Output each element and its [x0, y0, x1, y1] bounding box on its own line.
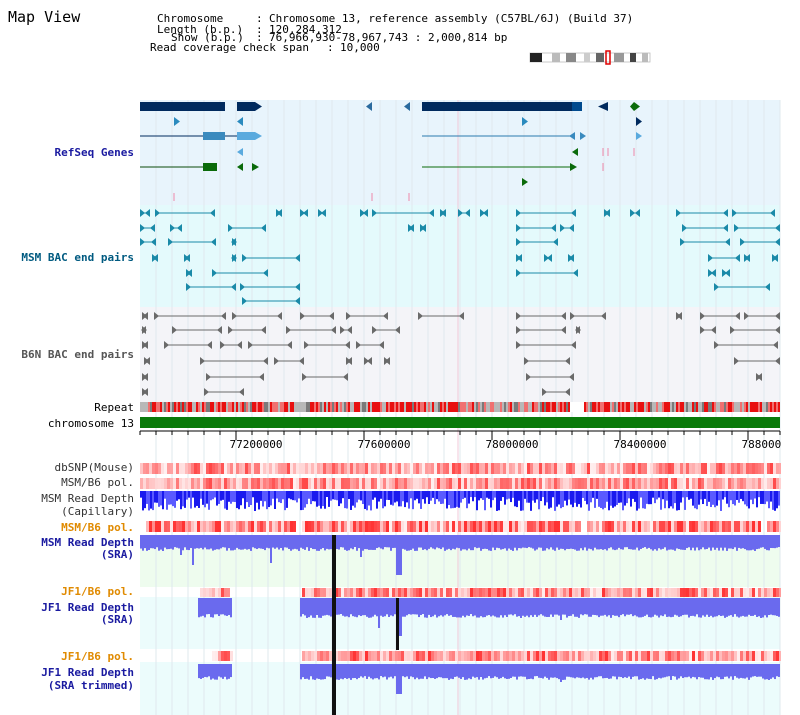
chromosome-ideogram[interactable] — [529, 50, 651, 65]
msm-depth-sra-label-1[interactable]: MSM Read Depth — [41, 536, 134, 549]
show-label: Show (b.p.) — [171, 31, 244, 44]
jf1-depth-sra-label-1[interactable]: JF1 Read Depth — [41, 601, 134, 614]
msm-depth-cap-label-1[interactable]: MSM Read Depth — [41, 492, 134, 505]
chromosome-bar[interactable] — [140, 417, 780, 428]
svg-text::: : — [256, 31, 263, 44]
length-label: Length (b.p.) — [157, 23, 243, 36]
repeat-track[interactable] — [140, 402, 780, 412]
msm-depth-sra-label-2: (SRA) — [101, 548, 134, 561]
chromosome-label[interactable]: chromosome 13 — [48, 417, 134, 430]
repeat-label[interactable]: Repeat — [94, 401, 134, 414]
dbsnp-label[interactable]: dbSNP(Mouse) — [55, 461, 134, 474]
coverage-label: Read coverage check span — [150, 41, 309, 54]
right-margin — [781, 100, 800, 715]
track-labels: RefSeq Genes MSM BAC end pairs B6N BAC e… — [21, 146, 134, 692]
b6n-bac-label[interactable]: B6N BAC end pairs — [21, 348, 134, 361]
ideogram-position-marker — [605, 50, 611, 65]
coverage-value: 10,000 — [340, 41, 380, 54]
chromosome-label: Chromosome — [157, 12, 223, 25]
chromosome-value: Chromosome 13, reference assembly (C57BL… — [269, 12, 633, 25]
jf1-b6-pol-2-label[interactable]: JF1/B6 pol. — [61, 650, 134, 663]
msm-bac-end-pairs[interactable] — [140, 209, 780, 305]
position-axis: 77200000 77600000 78000000 78400000 78800000 — [139, 430, 794, 451]
b6n-bac-end-pairs[interactable] — [141, 312, 780, 396]
jf1-depth-trim-label-2: (SRA trimmed) — [48, 679, 134, 692]
header-info: Chromosome : Chromosome 13, reference as… — [150, 12, 633, 54]
msm-b6-pol-2-label[interactable]: MSM/B6 pol. — [61, 521, 134, 534]
msm-depth-cap-label-2: (Capillary) — [61, 505, 134, 518]
refseq-gene-models[interactable] — [140, 102, 642, 201]
svg-text::: : — [256, 12, 263, 25]
axis-tick-label: 77600000 — [358, 438, 411, 451]
jf1-b6-pol-label[interactable]: JF1/B6 pol. — [61, 585, 134, 598]
jf1-depth-sra-label-2: (SRA) — [101, 613, 134, 626]
axis-tick-label: 77200000 — [230, 438, 283, 451]
length-value: 120,284,312 — [269, 23, 342, 36]
axis-tick-label: 78000000 — [486, 438, 539, 451]
show-value: 76,966,930-78,967,743 : 2,000,814 bp — [269, 31, 507, 44]
page-title: Map View — [8, 8, 81, 26]
polymorphism-heat-tracks[interactable] — [140, 463, 782, 661]
svg-text::: : — [327, 41, 334, 54]
refseq-label[interactable]: RefSeq Genes — [55, 146, 134, 159]
msm-bac-label[interactable]: MSM BAC end pairs — [21, 251, 134, 264]
axis-tick-label: 78400000 — [614, 438, 667, 451]
svg-text::: : — [256, 23, 263, 36]
msm-b6-pol-label[interactable]: MSM/B6 pol. — [61, 476, 134, 489]
read-depth-tracks[interactable] — [140, 491, 780, 715]
jf1-depth-trim-label-1[interactable]: JF1 Read Depth — [41, 666, 134, 679]
